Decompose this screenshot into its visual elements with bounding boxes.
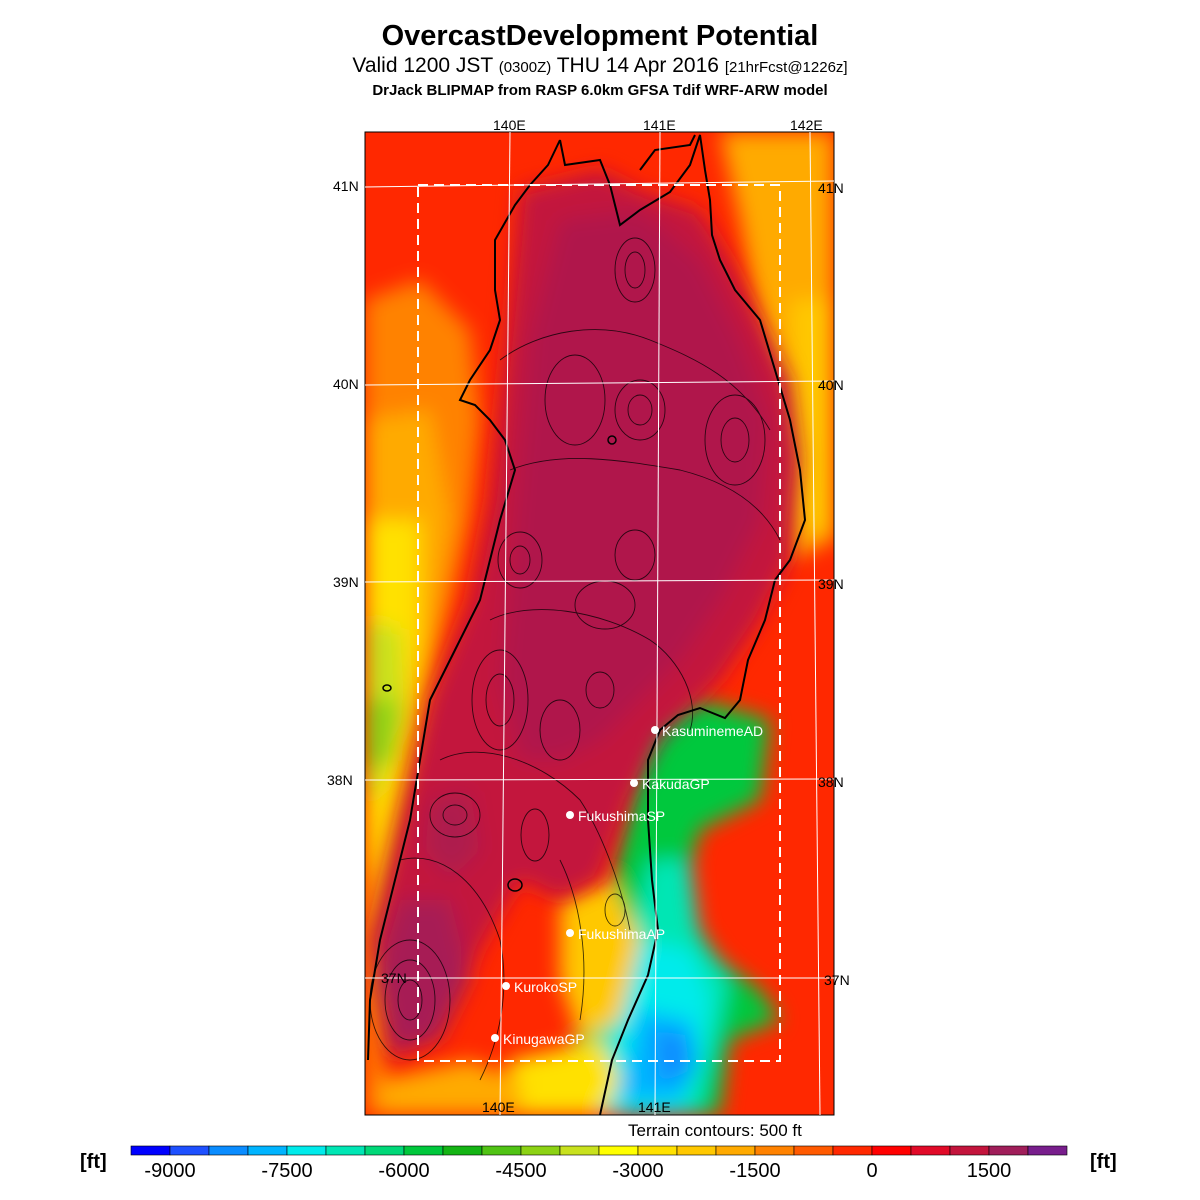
terrain-contour-note: Terrain contours: 500 ft [628, 1121, 802, 1140]
colorbar-swatch [286, 1145, 327, 1156]
lat-label-right: 38N [818, 774, 844, 790]
chart-title: OvercastDevelopment Potential [381, 20, 819, 52]
valid-prefix: Valid 1200 JST [352, 54, 493, 77]
colorbar-swatch [715, 1145, 756, 1156]
colorbar-swatch [130, 1145, 171, 1156]
colorbar-swatch [1027, 1145, 1068, 1156]
colorbar-tick-label: -3000 [612, 1160, 663, 1182]
colorbar-swatch [793, 1145, 834, 1156]
colorbar-swatch [364, 1145, 405, 1156]
colorbar-tick-label: -1500 [729, 1160, 780, 1182]
terrain-contours [369, 237, 781, 1081]
forecast-info: [21hrFcst@1226z] [724, 59, 848, 76]
colorbar [130, 1145, 1068, 1156]
valid-utc: (0300Z) [498, 59, 552, 76]
site-label: KakudaGP [642, 776, 710, 792]
map-frame [364, 131, 835, 1116]
site-marker [630, 779, 638, 787]
colorbar-tick-label: 1500 [967, 1160, 1012, 1182]
lon-label-top: 141E [643, 117, 676, 133]
colorbar-swatch [169, 1145, 210, 1156]
inner-domain-box [417, 184, 781, 1062]
site-marker [566, 811, 574, 819]
colorbar-swatch [208, 1145, 249, 1156]
lat-label-left: 37N [381, 970, 407, 986]
site-label: FukushimaAP [578, 926, 665, 942]
west-coastline [367, 139, 561, 1061]
colorbar-swatch [871, 1145, 912, 1156]
colorbar-tick-label: -4500 [495, 1160, 546, 1182]
colorbar-unit-left: [ft] [80, 1151, 107, 1173]
colorbar-swatch [442, 1145, 483, 1156]
lat-label-right: 40N [818, 377, 844, 393]
lat-label-right: 41N [818, 180, 844, 196]
colorbar-swatch [676, 1145, 717, 1156]
lat-label-left: 40N [333, 376, 359, 392]
colorbar-tick-label: -7500 [261, 1160, 312, 1182]
lon-label-top: 142E [790, 117, 823, 133]
colorbar-tick-label: -6000 [378, 1160, 429, 1182]
colorbar-swatch [637, 1145, 678, 1156]
lon-label-top: 140E [493, 117, 526, 133]
map-field [365, 132, 834, 1115]
colorbar-swatch [325, 1145, 366, 1156]
colorbar-unit-right: [ft] [1090, 1151, 1117, 1173]
lat-label-right: 37N [824, 972, 850, 988]
colorbar-swatch [832, 1145, 873, 1156]
lon-label-bottom: 141E [638, 1099, 671, 1115]
colorbar-swatch [247, 1145, 288, 1156]
colorbar-swatch [520, 1145, 561, 1156]
site-marker [502, 982, 510, 990]
colorbar-swatch [949, 1145, 990, 1156]
valid-time-line: Valid 1200 JST (0300Z) THU 14 Apr 2016 [… [0, 54, 1200, 78]
lat-label-left: 41N [333, 178, 359, 194]
colorbar-swatch [910, 1145, 951, 1156]
colorbar-swatch [481, 1145, 522, 1156]
colorbar-swatch [754, 1145, 795, 1156]
colorbar-swatch [598, 1145, 639, 1156]
colorbar-swatch [559, 1145, 600, 1156]
colorbar-swatch [403, 1145, 444, 1156]
site-label: KurokoSP [514, 979, 577, 995]
site-marker [651, 726, 659, 734]
site-marker [566, 929, 574, 937]
lat-label-left: 38N [327, 772, 353, 788]
site-marker [491, 1034, 499, 1042]
lon-label-bottom: 140E [482, 1099, 515, 1115]
site-label: KinugawaGP [503, 1031, 585, 1047]
lat-label-right: 39N [818, 576, 844, 592]
site-label: FukushimaSP [578, 808, 665, 824]
valid-date: THU 14 Apr 2016 [556, 54, 719, 77]
colorbar-swatch [988, 1145, 1029, 1156]
east-coastline [559, 134, 807, 1115]
model-info: DrJack BLIPMAP from RASP 6.0km GFSA Tdif… [372, 82, 828, 99]
colorbar-tick-label: -9000 [144, 1160, 195, 1182]
lat-label-left: 39N [333, 574, 359, 590]
colorbar-tick-label: 0 [866, 1160, 877, 1182]
graticule [364, 131, 835, 1116]
site-markers [491, 726, 659, 1042]
site-label: KasuminemeAD [662, 723, 763, 739]
